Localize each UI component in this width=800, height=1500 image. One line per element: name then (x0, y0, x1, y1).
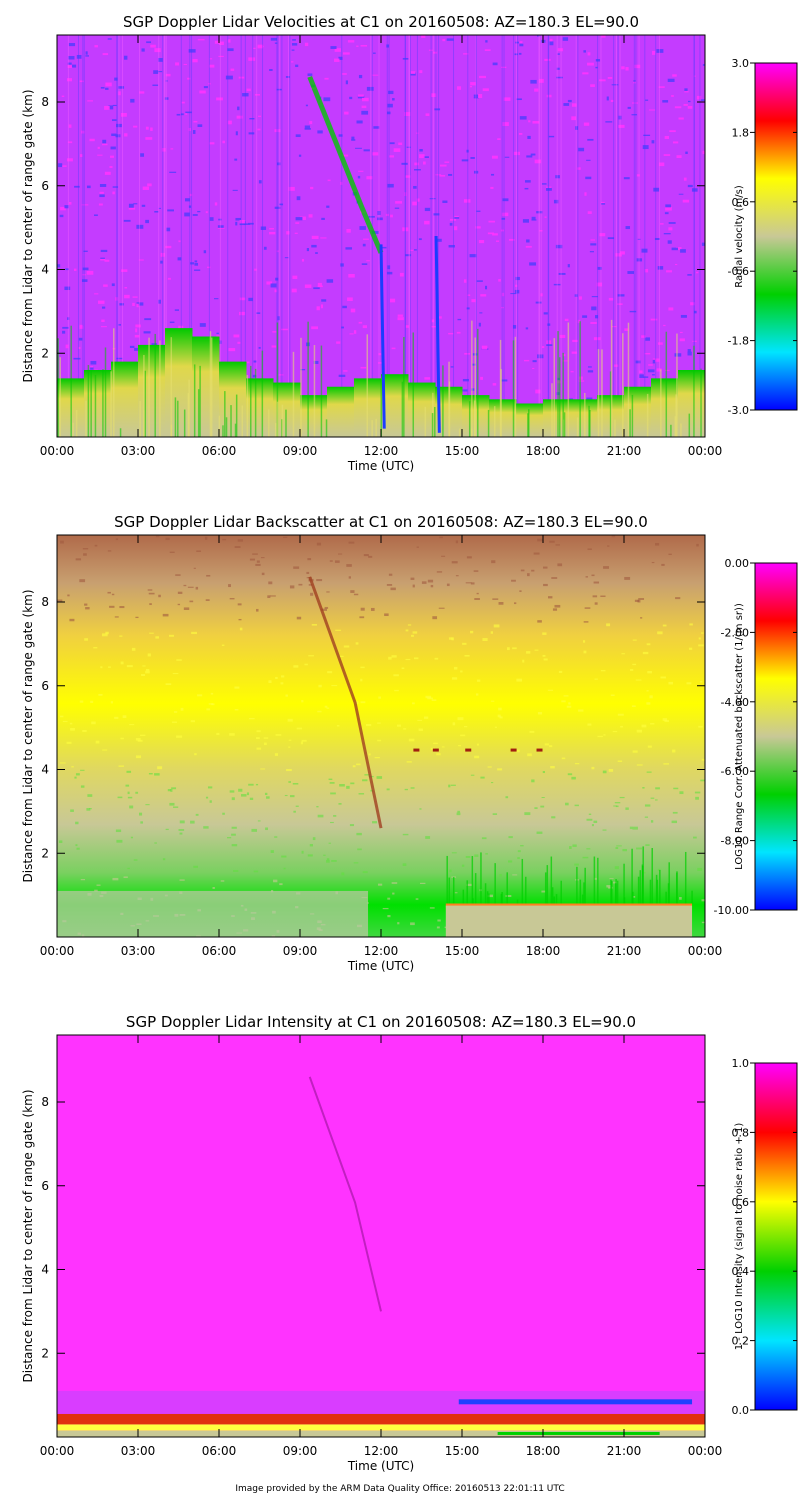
colorbar-label: LOG10 Range Corr. Attenuated backscatter… (734, 603, 745, 870)
colorbar-label: Radial velocity (m/s) (734, 185, 745, 288)
heatmap-area (57, 535, 705, 937)
x-tick-label: 18:00 (526, 444, 561, 458)
colorbar-tick-label: -6.00 (721, 765, 749, 778)
colorbar-tick-label: -0.6 (728, 265, 749, 278)
x-tick-label: 15:00 (445, 1444, 480, 1458)
x-axis-label: Time (UTC) (347, 959, 414, 973)
colorbar-tick-label: -3.0 (728, 404, 749, 417)
y-tick-label: 8 (41, 1095, 49, 1109)
colorbar-tick-label: 0.6 (732, 1196, 750, 1209)
colorbar-tick-label: 1.0 (732, 1057, 750, 1070)
x-tick-label: 03:00 (121, 1444, 156, 1458)
x-tick-label: 06:00 (202, 944, 237, 958)
footer-credit: Image provided by the ARM Data Quality O… (235, 1484, 565, 1494)
y-axis-label: Distance from Lidar to center of range g… (21, 89, 35, 382)
colorbar-tick-label: 0.00 (725, 557, 750, 570)
x-tick-label: 00:00 (40, 944, 75, 958)
x-tick-label: 00:00 (688, 1444, 723, 1458)
x-tick-label: 09:00 (283, 944, 318, 958)
x-tick-label: 03:00 (121, 944, 156, 958)
x-tick-label: 21:00 (607, 944, 642, 958)
colorbar-tick-label: 0.6 (732, 196, 750, 209)
colorbar-label: 1 - LOG10 Intensity (signal to noise rat… (734, 1123, 745, 1351)
colorbar-tick-label: -4.00 (721, 696, 749, 709)
y-tick-label: 2 (41, 846, 49, 860)
chart-title: SGP Doppler Lidar Backscatter at C1 on 2… (114, 513, 648, 531)
colorbar-tick-label: -8.00 (721, 835, 749, 848)
colorbar-tick-label: 0.2 (732, 1335, 750, 1348)
heatmap-area (57, 1035, 705, 1437)
x-tick-label: 06:00 (202, 444, 237, 458)
y-tick-label: 2 (41, 1346, 49, 1360)
colorbar (754, 1062, 798, 1411)
chart-title: SGP Doppler Lidar Intensity at C1 on 201… (126, 1013, 636, 1031)
x-tick-label: 21:00 (607, 444, 642, 458)
y-tick-label: 4 (41, 763, 49, 777)
x-tick-label: 12:00 (364, 444, 399, 458)
x-tick-label: 00:00 (688, 944, 723, 958)
colorbar-tick-label: 1.8 (732, 126, 750, 139)
y-tick-label: 6 (41, 179, 49, 193)
colorbar-tick-label: -2.00 (721, 626, 749, 639)
x-tick-label: 00:00 (688, 444, 723, 458)
x-tick-label: 15:00 (445, 444, 480, 458)
chart-title: SGP Doppler Lidar Velocities at C1 on 20… (123, 13, 639, 31)
colorbar-tick-label: -1.8 (728, 335, 749, 348)
colorbar-tick-label: 3.0 (732, 57, 750, 70)
x-tick-label: 21:00 (607, 1444, 642, 1458)
colorbar-tick-label: 0.8 (732, 1126, 750, 1139)
y-tick-label: 6 (41, 1179, 49, 1193)
chart-panel-3: SGP Doppler Lidar Intensity at C1 on 201… (21, 1013, 798, 1473)
x-tick-label: 18:00 (526, 944, 561, 958)
x-tick-label: 06:00 (202, 1444, 237, 1458)
y-axis-label: Distance from Lidar to center of range g… (21, 1089, 35, 1382)
colorbar-tick-label: 0.0 (732, 1404, 750, 1417)
x-tick-label: 00:00 (40, 444, 75, 458)
x-tick-label: 15:00 (445, 944, 480, 958)
x-axis-label: Time (UTC) (347, 1459, 414, 1473)
y-tick-label: 8 (41, 595, 49, 609)
x-tick-label: 12:00 (364, 944, 399, 958)
colorbar (754, 562, 798, 911)
colorbar-tick-label: -10.00 (714, 904, 749, 917)
y-tick-label: 4 (41, 263, 49, 277)
chart-panel-2: SGP Doppler Lidar Backscatter at C1 on 2… (21, 513, 798, 973)
x-tick-label: 09:00 (283, 444, 318, 458)
x-tick-label: 12:00 (364, 1444, 399, 1458)
colorbar-tick-label: 0.4 (732, 1265, 750, 1278)
y-axis-label: Distance from Lidar to center of range g… (21, 589, 35, 882)
x-axis-label: Time (UTC) (347, 459, 414, 473)
chart-panel-1: SGP Doppler Lidar Velocities at C1 on 20… (21, 13, 798, 473)
y-tick-label: 2 (41, 346, 49, 360)
y-tick-label: 4 (41, 1263, 49, 1277)
x-tick-label: 09:00 (283, 1444, 318, 1458)
x-tick-label: 03:00 (121, 444, 156, 458)
y-tick-label: 8 (41, 95, 49, 109)
heatmap-area (57, 35, 705, 437)
x-tick-label: 00:00 (40, 1444, 75, 1458)
y-tick-label: 6 (41, 679, 49, 693)
colorbar (754, 62, 798, 411)
x-tick-label: 18:00 (526, 1444, 561, 1458)
